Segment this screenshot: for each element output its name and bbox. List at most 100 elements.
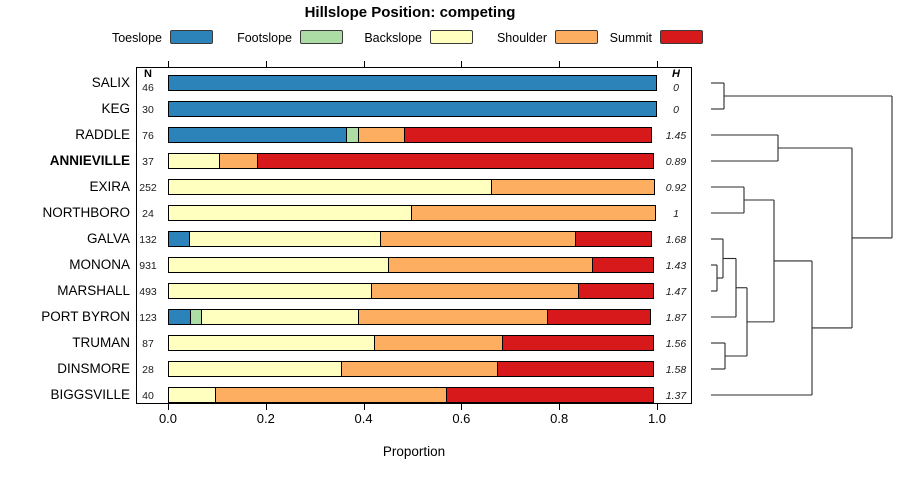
row-label: PORT BYRON <box>41 309 130 324</box>
shoulder-segment <box>358 309 549 325</box>
x-tick-top <box>461 61 463 67</box>
x-tick-bottom <box>559 404 561 410</box>
row-label: KEG <box>101 101 130 116</box>
x-tick-top <box>657 61 658 67</box>
row-label: MONONA <box>69 257 130 272</box>
shoulder-segment <box>490 179 656 195</box>
n-value: 132 <box>139 234 157 246</box>
stacked-bar <box>168 257 657 273</box>
x-axis-title: Proportion <box>382 444 446 459</box>
x-tick-bottom <box>168 404 169 410</box>
stacked-bar <box>168 283 657 299</box>
shoulder-legend-swatch <box>555 30 598 44</box>
backslope-segment <box>168 179 493 195</box>
x-tick-bottom <box>265 404 267 410</box>
row-label: GALVA <box>86 231 130 246</box>
x-tick-label: 0.4 <box>354 411 373 426</box>
h-value: 1.87 <box>665 312 687 324</box>
row-label: DINSMORE <box>57 361 130 376</box>
shoulder-segment <box>411 205 656 221</box>
backslope-segment <box>200 309 360 325</box>
n-value: 87 <box>142 338 154 350</box>
summit-segment <box>574 231 653 247</box>
h-value: 1.58 <box>665 364 687 376</box>
row-label: BIGGSVILLE <box>50 387 130 402</box>
stacked-bar <box>168 361 657 377</box>
stacked-bar <box>168 309 657 325</box>
row-label: NORTHBORO <box>42 205 130 220</box>
stacked-bar <box>168 127 657 143</box>
legend-label: Summit <box>609 31 652 45</box>
stacked-bar <box>168 179 657 195</box>
backslope-segment <box>168 361 343 377</box>
h-value: 0.92 <box>665 182 687 194</box>
summit-legend-swatch <box>660 30 703 44</box>
toeslope-segment <box>168 309 192 325</box>
n-value: 46 <box>142 82 154 94</box>
backslope-segment <box>168 153 221 169</box>
toeslope-segment <box>168 127 348 143</box>
summit-segment <box>403 127 653 143</box>
shoulder-segment <box>387 257 594 273</box>
stacked-bar <box>168 335 657 351</box>
row-label: RADDLE <box>75 127 130 142</box>
x-tick-bottom <box>363 404 365 410</box>
backslope-segment <box>168 387 217 403</box>
stacked-bar <box>168 75 657 91</box>
stacked-bar <box>168 387 657 403</box>
shoulder-segment <box>341 361 499 377</box>
n-column-header: N <box>144 68 152 80</box>
backslope-legend-swatch <box>430 30 473 44</box>
shoulder-segment <box>219 153 259 169</box>
legend-label: Shoulder <box>496 31 547 45</box>
h-value: 1.56 <box>665 338 687 350</box>
x-tick-top <box>265 61 267 67</box>
n-value: 123 <box>139 312 157 324</box>
row-label: MARSHALL <box>57 283 130 298</box>
row-label: ANNIEVILLE <box>49 153 130 168</box>
shoulder-segment <box>371 283 580 299</box>
x-tick-top <box>559 61 561 67</box>
n-value: 931 <box>139 260 157 272</box>
row-label: SALIX <box>91 75 130 90</box>
h-value: 1.45 <box>665 130 687 142</box>
backslope-segment <box>168 257 390 273</box>
n-value: 252 <box>139 182 157 194</box>
stacked-bar <box>168 231 657 247</box>
footslope-legend-swatch <box>300 30 343 44</box>
plot-box <box>136 67 692 404</box>
chart-title: Hillslope Position: competing <box>304 4 516 21</box>
toeslope-segment <box>168 101 657 117</box>
h-value: 0 <box>673 104 679 116</box>
h-value: 1.37 <box>665 390 687 402</box>
x-tick-top <box>363 61 365 67</box>
x-tick-label: 0.2 <box>256 411 275 426</box>
stacked-bar <box>168 101 657 117</box>
n-value: 493 <box>139 286 157 298</box>
backslope-segment <box>168 335 376 351</box>
backslope-segment <box>168 283 373 299</box>
summit-segment <box>496 361 654 377</box>
toeslope-segment <box>168 231 190 247</box>
summit-segment <box>257 153 654 169</box>
x-tick-top <box>168 61 169 67</box>
shoulder-segment <box>374 335 504 351</box>
row-label: TRUMAN <box>72 335 130 350</box>
shoulder-segment <box>379 231 577 247</box>
shoulder-segment <box>357 127 406 143</box>
n-value: 37 <box>142 156 154 168</box>
summit-segment <box>501 335 654 351</box>
h-value: 1.47 <box>665 286 687 298</box>
x-tick-bottom <box>657 404 658 410</box>
backslope-segment <box>168 205 413 221</box>
n-value: 30 <box>142 104 154 116</box>
h-value: 0.89 <box>665 156 687 168</box>
x-tick-bottom <box>461 404 463 410</box>
summit-segment <box>446 387 654 403</box>
n-value: 28 <box>142 364 154 376</box>
h-value: 1.43 <box>665 260 687 272</box>
row-label: EXIRA <box>89 179 130 194</box>
backslope-segment <box>188 231 382 247</box>
x-tick-label: 1.0 <box>647 411 667 426</box>
summit-segment <box>578 283 654 299</box>
